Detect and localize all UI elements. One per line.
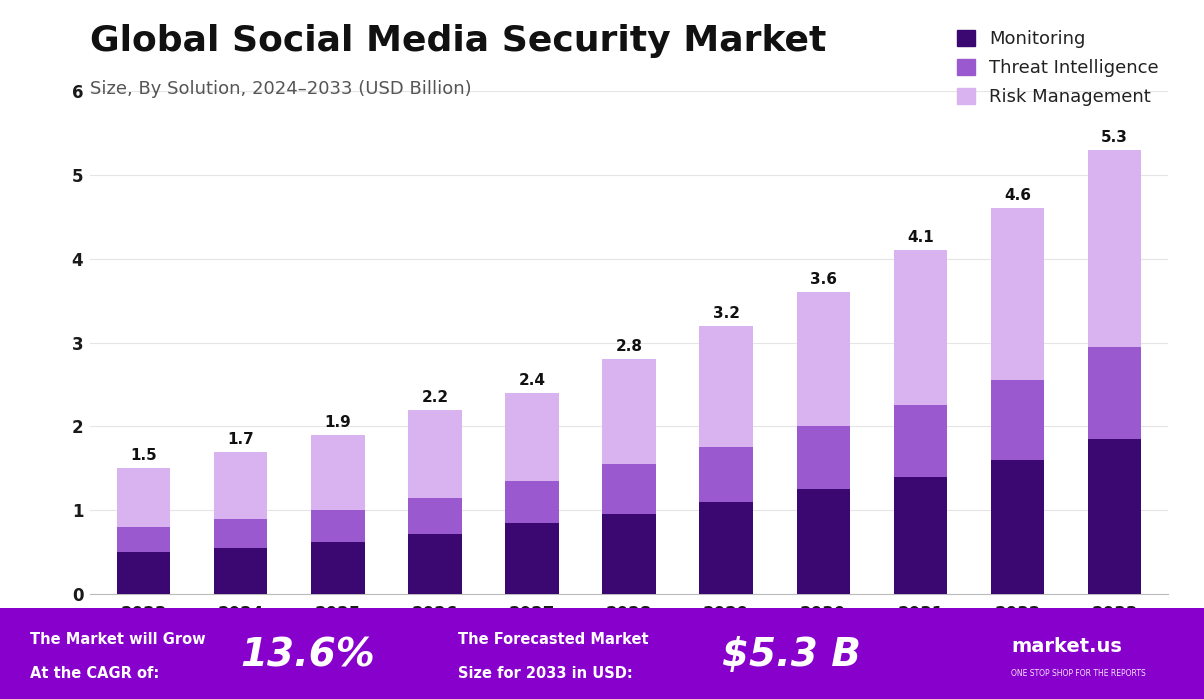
Text: 4.1: 4.1 xyxy=(907,230,934,245)
Bar xyxy=(991,208,1044,380)
Bar xyxy=(408,498,461,534)
Text: 5.3: 5.3 xyxy=(1100,129,1128,145)
Bar xyxy=(700,326,752,447)
Bar xyxy=(602,359,656,464)
Text: Size, By Solution, 2024–2033 (USD Billion): Size, By Solution, 2024–2033 (USD Billio… xyxy=(90,80,472,99)
Bar xyxy=(311,542,365,594)
Bar xyxy=(311,510,365,542)
Bar xyxy=(117,552,171,594)
Legend: Monitoring, Threat Intelligence, Risk Management: Monitoring, Threat Intelligence, Risk Ma… xyxy=(957,30,1159,106)
Text: At the CAGR of:: At the CAGR of: xyxy=(30,666,159,681)
Text: market.us: market.us xyxy=(1011,637,1122,656)
Text: 1.5: 1.5 xyxy=(130,448,157,463)
Bar xyxy=(214,548,267,594)
Bar xyxy=(893,477,948,594)
Bar xyxy=(797,489,850,594)
Bar xyxy=(117,527,171,552)
Text: 1.7: 1.7 xyxy=(228,431,254,447)
Bar xyxy=(1087,150,1141,347)
Bar xyxy=(506,393,559,481)
Bar xyxy=(408,534,461,594)
Bar xyxy=(700,447,752,502)
Bar xyxy=(893,250,948,405)
Bar xyxy=(214,519,267,548)
Bar xyxy=(1087,439,1141,594)
Text: 1.9: 1.9 xyxy=(324,415,352,430)
Text: The Market will Grow: The Market will Grow xyxy=(30,633,206,647)
Text: Size for 2033 in USD:: Size for 2033 in USD: xyxy=(458,666,632,681)
Bar xyxy=(991,380,1044,460)
Text: 2.4: 2.4 xyxy=(519,373,545,388)
Bar xyxy=(797,426,850,489)
Text: The Forecasted Market: The Forecasted Market xyxy=(458,633,648,647)
Bar xyxy=(991,460,1044,594)
Text: 2.2: 2.2 xyxy=(421,389,449,405)
Bar xyxy=(506,523,559,594)
Text: $5.3 B: $5.3 B xyxy=(722,636,861,675)
Bar xyxy=(506,481,559,523)
Text: 4.6: 4.6 xyxy=(1004,188,1031,203)
Text: ONE STOP SHOP FOR THE REPORTS: ONE STOP SHOP FOR THE REPORTS xyxy=(1011,669,1146,678)
Text: 2.8: 2.8 xyxy=(615,339,643,354)
Bar xyxy=(408,410,461,498)
Bar xyxy=(797,292,850,426)
Bar xyxy=(311,435,365,510)
Bar xyxy=(893,405,948,477)
Text: 3.6: 3.6 xyxy=(810,272,837,287)
Bar xyxy=(214,452,267,519)
Text: Global Social Media Security Market: Global Social Media Security Market xyxy=(90,24,827,59)
Bar xyxy=(602,514,656,594)
Bar xyxy=(117,468,171,527)
Text: 13.6%: 13.6% xyxy=(241,636,376,675)
Bar xyxy=(700,502,752,594)
Bar xyxy=(602,464,656,514)
Text: 3.2: 3.2 xyxy=(713,305,739,321)
Bar xyxy=(1087,347,1141,439)
